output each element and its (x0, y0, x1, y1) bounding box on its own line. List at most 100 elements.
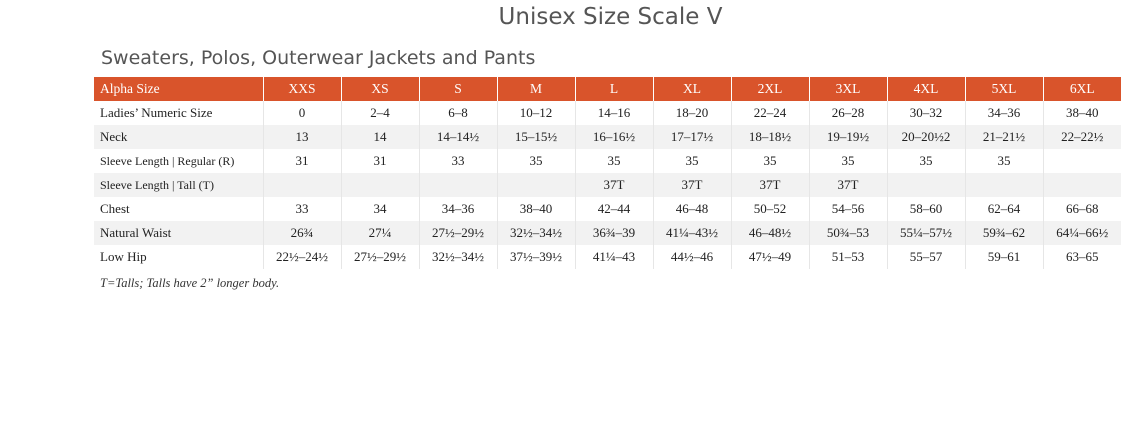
row-label: Low Hip (100, 249, 147, 264)
row-label: Ladies’ Numeric Size (100, 105, 213, 120)
table-cell: 33 (418, 149, 497, 173)
table-cell: 15–15½ (496, 125, 575, 149)
size-header: XL (652, 77, 731, 101)
table-cell (340, 173, 419, 197)
table-row: Low Hip 22½–24½ 27½–29½ 32½–34½ 37½–39½ … (94, 245, 1121, 269)
table-cell: 58–60 (886, 197, 965, 221)
table-cell (418, 173, 497, 197)
row-label: Chest (100, 201, 130, 216)
table-cell: 26¾ (262, 221, 341, 245)
table-row: Neck 13 14 14–14½ 15–15½ 16–16½ 17–17½ 1… (94, 125, 1121, 149)
size-header: XS (340, 77, 419, 101)
table-cell: 37½–39½ (496, 245, 575, 269)
table-cell: 62–64 (964, 197, 1043, 221)
table-cell (496, 173, 575, 197)
table-cell: 35 (964, 149, 1043, 173)
table-cell: 37T (574, 173, 653, 197)
table-cell: 14 (340, 125, 419, 149)
table-cell: 31 (340, 149, 419, 173)
page-title: Unisex Size Scale V (498, 4, 723, 30)
table-cell (886, 173, 965, 197)
header-label: Alpha Size (94, 77, 263, 101)
table-cell: 46–48 (652, 197, 731, 221)
size-header: 2XL (730, 77, 809, 101)
size-chart-table: Alpha Size XXS XS S M L XL 2XL 3XL 4XL 5… (94, 77, 1121, 269)
table-row: Sleeve Length | Regular (R) 31 31 33 35 … (94, 149, 1121, 173)
header-row: Alpha Size XXS XS S M L XL 2XL 3XL 4XL 5… (94, 77, 1121, 101)
table-cell: 35 (574, 149, 653, 173)
table-cell: 44½–46 (652, 245, 731, 269)
table-cell: 21–21½ (964, 125, 1043, 149)
row-label: Natural Waist (100, 225, 172, 240)
table-cell: 14–16 (574, 101, 653, 125)
table-cell: 10–12 (496, 101, 575, 125)
table-cell: 54–56 (808, 197, 887, 221)
table-cell: 18–20 (652, 101, 731, 125)
table-cell: 27¼ (340, 221, 419, 245)
size-header: XXS (262, 77, 341, 101)
table-cell: 37T (652, 173, 731, 197)
size-header: M (496, 77, 575, 101)
table-cell: 41¼–43½ (652, 221, 731, 245)
table-cell: 42–44 (574, 197, 653, 221)
table-cell: 13 (262, 125, 341, 149)
table-cell: 59–61 (964, 245, 1043, 269)
table-cell: 36¾–39 (574, 221, 653, 245)
table-cell: 34–36 (964, 101, 1043, 125)
table-cell: 34–36 (418, 197, 497, 221)
table-cell: 30–32 (886, 101, 965, 125)
table-cell: 27½–29½ (418, 221, 497, 245)
table-row: Ladies’ Numeric Size 0 2–4 6–8 10–12 14–… (94, 101, 1121, 125)
table-cell: 16–16½ (574, 125, 653, 149)
table-cell (1042, 173, 1121, 197)
table-cell: 14–14½ (418, 125, 497, 149)
table-cell: 46–48½ (730, 221, 809, 245)
size-header: 4XL (886, 77, 965, 101)
table-cell: 35 (652, 149, 731, 173)
table-cell: 35 (808, 149, 887, 173)
table-cell: 50–52 (730, 197, 809, 221)
table-cell: 32½–34½ (496, 221, 575, 245)
table-cell: 59¾–62 (964, 221, 1043, 245)
footnote: T=Talls; Talls have 2” longer body. (100, 276, 280, 290)
table-cell: 51–53 (808, 245, 887, 269)
section-title: Sweaters, Polos, Outerwear Jackets and P… (101, 47, 536, 69)
table-cell: 50¾–53 (808, 221, 887, 245)
table-cell: 64¼–66½ (1042, 221, 1121, 245)
table-cell: 33 (262, 197, 341, 221)
table-cell (964, 173, 1043, 197)
table-cell: 55–57 (886, 245, 965, 269)
size-header: S (418, 77, 497, 101)
table-cell (262, 173, 341, 197)
table-cell: 27½–29½ (340, 245, 419, 269)
table-cell: 22–22½ (1042, 125, 1121, 149)
table-cell: 0 (262, 101, 341, 125)
table-cell: 35 (886, 149, 965, 173)
row-label: Sleeve Length | Regular (R) (100, 153, 235, 168)
table-cell: 47½–49 (730, 245, 809, 269)
table-cell: 2–4 (340, 101, 419, 125)
table-cell: 17–17½ (652, 125, 731, 149)
table-cell: 38–40 (496, 197, 575, 221)
table-cell: 18–18½ (730, 125, 809, 149)
table-cell: 26–28 (808, 101, 887, 125)
table-cell: 37T (808, 173, 887, 197)
table-cell: 63–65 (1042, 245, 1121, 269)
size-header: 3XL (808, 77, 887, 101)
table-cell: 32½–34½ (418, 245, 497, 269)
row-label: Neck (100, 129, 128, 144)
table-cell: 19–19½ (808, 125, 887, 149)
size-header: 6XL (1042, 77, 1121, 101)
table-cell: 55¼–57½ (886, 221, 965, 245)
table-cell: 20–20½2 (886, 125, 965, 149)
table-cell: 31 (262, 149, 341, 173)
table-row: Sleeve Length | Tall (T) 37T 37T 37T 37T (94, 173, 1121, 197)
table-cell: 38–40 (1042, 101, 1121, 125)
size-header: 5XL (964, 77, 1043, 101)
table-cell: 22–24 (730, 101, 809, 125)
table-row: Natural Waist 26¾ 27¼ 27½–29½ 32½–34½ 36… (94, 221, 1121, 245)
table-cell: 35 (730, 149, 809, 173)
table-cell: 41¼–43 (574, 245, 653, 269)
table-row: Chest 33 34 34–36 38–40 42–44 46–48 50–5… (94, 197, 1121, 221)
table-cell: 34 (340, 197, 419, 221)
